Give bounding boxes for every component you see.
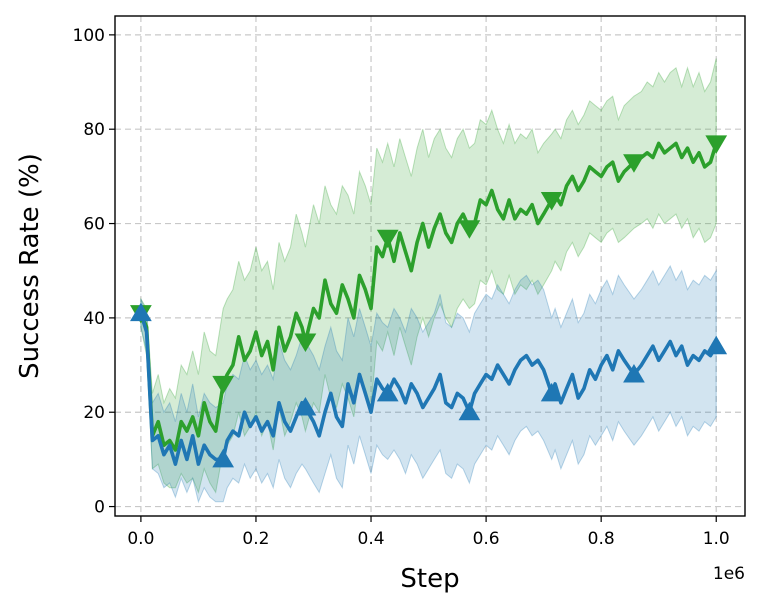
x-tick-label: 0.0 xyxy=(127,529,154,549)
series-1-marker xyxy=(705,335,728,355)
x-tick-label: 0.6 xyxy=(473,529,500,549)
series-1-marker xyxy=(130,302,152,322)
x-axis-ticks: 0.0 0.2 0.4 0.6 0.8 1.0 xyxy=(127,516,730,549)
x-axis-offset-label: 1e6 xyxy=(713,564,745,584)
y-tick-label: 20 xyxy=(83,403,105,423)
series-markers xyxy=(130,135,728,468)
series-0-marker xyxy=(623,154,645,173)
series-1-marker xyxy=(623,364,645,383)
series-0-marker xyxy=(294,333,317,352)
x-tick-label: 0.8 xyxy=(588,529,615,549)
series-0-marker xyxy=(376,229,399,249)
y-tick-label: 80 xyxy=(83,120,105,140)
y-tick-label: 60 xyxy=(83,215,105,235)
y-tick-label: 100 xyxy=(73,26,105,46)
y-axis-title: Success Rate (%) xyxy=(15,153,45,379)
series-1-marker xyxy=(376,382,399,402)
series-0-marker xyxy=(540,191,563,211)
x-tick-label: 0.4 xyxy=(358,529,385,549)
series-0-marker xyxy=(458,220,481,239)
series-lines xyxy=(139,141,719,466)
series-0-line xyxy=(139,141,719,452)
series-1-marker xyxy=(458,401,481,421)
x-tick-label: 0.2 xyxy=(242,529,269,549)
y-tick-label: 0 xyxy=(94,498,105,518)
x-axis-title: Step xyxy=(400,564,459,594)
series-1-marker xyxy=(540,382,563,402)
y-axis-ticks: 0 20 40 60 80 100 xyxy=(73,26,115,518)
series-1-marker xyxy=(212,448,235,468)
series-0-marker xyxy=(705,135,728,154)
series-0-band xyxy=(140,58,717,495)
series-1-band xyxy=(140,264,717,504)
x-tick-label: 1.0 xyxy=(703,529,730,549)
y-tick-label: 40 xyxy=(83,309,105,329)
series-1-line xyxy=(139,311,719,466)
series-1-marker xyxy=(294,397,317,416)
confidence-bands xyxy=(140,58,717,504)
series-0-marker xyxy=(212,375,235,395)
plot-frame xyxy=(114,15,746,517)
